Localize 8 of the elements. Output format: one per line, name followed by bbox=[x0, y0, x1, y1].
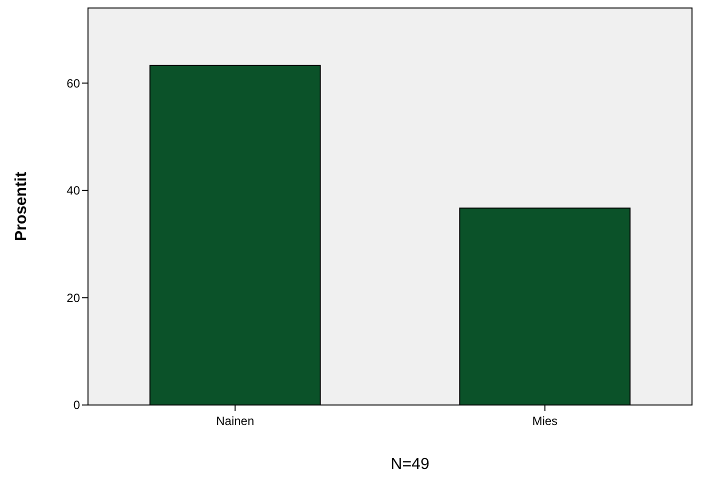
y-tick-label: 40 bbox=[66, 184, 80, 198]
text: N=49 bbox=[390, 456, 430, 473]
x-tick-label: Nainen bbox=[216, 414, 254, 428]
x-tick-label: Mies bbox=[532, 414, 558, 428]
y-tick-label: 0 bbox=[73, 398, 80, 412]
y-tick-label: 60 bbox=[66, 76, 80, 90]
y-axis-title: Prosentit bbox=[13, 171, 30, 242]
y-tick-label: 20 bbox=[66, 290, 80, 305]
